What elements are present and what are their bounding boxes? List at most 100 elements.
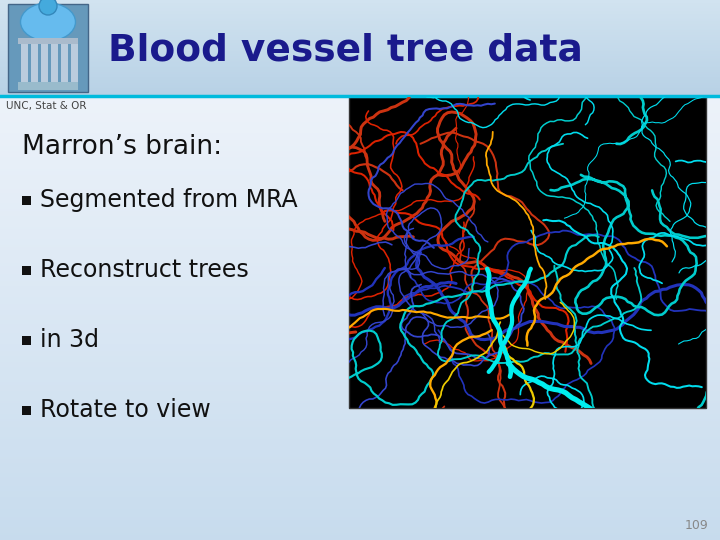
Bar — [0, 86, 720, 88]
Bar — [0, 414, 720, 416]
Bar — [0, 140, 720, 142]
Bar — [0, 428, 720, 430]
Bar — [0, 529, 720, 531]
Bar — [0, 56, 720, 58]
Bar — [0, 90, 720, 92]
Bar — [0, 25, 720, 27]
Bar — [0, 403, 720, 405]
Bar — [0, 299, 720, 301]
Bar — [0, 528, 720, 529]
Bar — [0, 272, 720, 274]
Bar — [0, 29, 720, 31]
Text: Blood vessel tree data: Blood vessel tree data — [108, 32, 583, 68]
Bar — [0, 275, 720, 277]
Bar — [0, 319, 720, 320]
Bar — [0, 475, 720, 477]
Bar — [0, 83, 720, 85]
Bar — [0, 459, 720, 461]
Bar — [0, 427, 720, 428]
Bar — [0, 8, 720, 10]
Bar — [22, 266, 31, 275]
Bar — [0, 164, 720, 166]
Bar — [0, 38, 720, 39]
Bar — [0, 443, 720, 444]
Bar — [0, 81, 720, 83]
Bar — [0, 96, 720, 97]
Bar — [0, 239, 720, 241]
Bar — [22, 336, 31, 345]
Bar — [0, 11, 720, 13]
Bar — [0, 64, 720, 66]
Ellipse shape — [39, 0, 57, 15]
Bar — [0, 63, 720, 64]
Bar — [0, 12, 720, 15]
Bar — [0, 416, 720, 417]
Bar — [0, 536, 720, 538]
Bar — [0, 103, 720, 104]
Bar — [0, 23, 720, 25]
Bar — [0, 373, 720, 374]
Bar — [0, 146, 720, 147]
Bar — [0, 7, 720, 9]
Bar — [21, 44, 28, 82]
Bar — [0, 184, 720, 185]
Bar — [0, 169, 720, 171]
Bar — [0, 66, 720, 68]
Bar — [0, 37, 720, 38]
Bar — [0, 360, 720, 362]
Bar — [0, 70, 720, 72]
Bar — [0, 117, 720, 119]
Bar — [0, 19, 720, 21]
Bar — [0, 374, 720, 376]
Bar — [0, 212, 720, 214]
Bar — [0, 15, 720, 16]
Bar — [0, 201, 720, 204]
Bar — [0, 535, 720, 536]
Bar — [0, 349, 720, 351]
Bar — [0, 538, 720, 540]
Bar — [0, 78, 720, 80]
Bar — [0, 434, 720, 436]
Bar — [0, 326, 720, 328]
Bar — [0, 189, 720, 191]
Bar — [0, 495, 720, 497]
Bar — [0, 30, 720, 32]
Bar — [0, 263, 720, 265]
Bar — [0, 2, 720, 3]
Bar — [0, 5, 720, 6]
Bar — [0, 4, 720, 5]
Bar — [0, 32, 720, 34]
Bar — [0, 241, 720, 243]
Bar — [0, 155, 720, 157]
Bar — [0, 274, 720, 275]
Bar — [0, 24, 720, 25]
Bar — [0, 94, 720, 96]
Bar — [0, 308, 720, 309]
Bar — [0, 16, 720, 18]
Bar — [0, 32, 720, 33]
Bar — [0, 177, 720, 178]
Bar — [0, 113, 720, 115]
Bar — [0, 49, 720, 50]
Bar — [0, 254, 720, 255]
Bar — [0, 259, 720, 261]
Bar — [0, 288, 720, 290]
Bar — [0, 185, 720, 187]
Bar — [0, 464, 720, 466]
Bar — [0, 131, 720, 133]
Bar — [0, 322, 720, 324]
Bar — [0, 106, 720, 108]
Bar — [0, 59, 720, 61]
Bar — [0, 266, 720, 268]
Bar — [0, 147, 720, 150]
Bar — [0, 40, 720, 42]
Bar — [0, 279, 720, 281]
Bar — [0, 209, 720, 211]
Bar — [0, 90, 720, 91]
Bar — [0, 182, 720, 184]
Bar — [0, 82, 720, 83]
Bar — [0, 72, 720, 74]
Bar — [0, 3, 720, 5]
Bar — [0, 162, 720, 164]
Bar — [0, 450, 720, 452]
